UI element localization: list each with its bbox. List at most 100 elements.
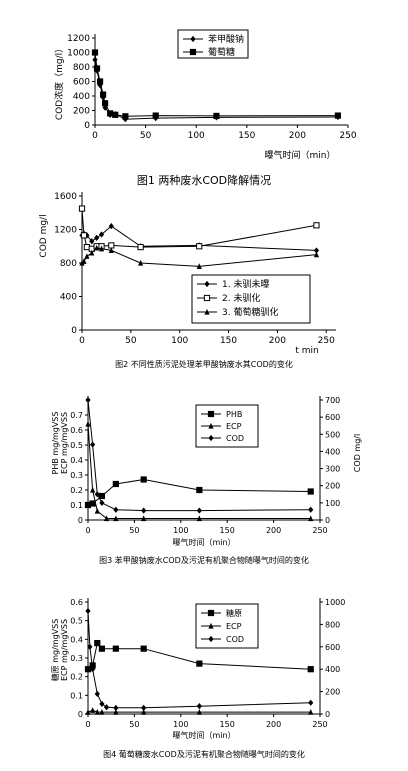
fig1-x-tick-label: 0 — [92, 131, 98, 141]
fig3-series-3-point — [141, 507, 147, 514]
fig4-series-3-point — [90, 666, 96, 673]
fig2-legend-marker-open — [203, 294, 211, 302]
fig1-y-tick-label: 400 — [73, 92, 90, 102]
fig3-y-tick-label: 0.2 — [70, 486, 83, 495]
fig3-series-2-point — [90, 486, 96, 493]
fig3-y2-tick-label: 500 — [325, 430, 340, 439]
fig3-legend-marker — [208, 422, 214, 429]
fig1-x-axis-label: 曝气时间（min） — [265, 149, 336, 161]
fig4-y2-tick-label: 200 — [325, 688, 340, 697]
fig2-series-1-point — [94, 234, 100, 241]
fig3-series-1-point — [196, 486, 203, 494]
fig1-series-2-point — [102, 100, 109, 107]
fig3-series-3-point — [99, 499, 105, 506]
fig2-series-3-point — [98, 245, 105, 252]
fig3-series-2-point — [141, 515, 147, 522]
fig3-legend-marker — [207, 410, 215, 418]
fig4-series-3-point — [99, 700, 105, 708]
fig3-legend-marker — [208, 434, 214, 442]
fig1-legend-marker — [190, 35, 196, 43]
fig3-series-1-point — [112, 480, 119, 488]
fig3-legend-label: ECP — [226, 422, 242, 431]
fig4-series-2-point — [94, 709, 100, 715]
fig2-series-3-point — [84, 253, 90, 259]
fig3-legend-label: COD — [226, 434, 244, 443]
fig4-legend-label: COD — [226, 635, 244, 644]
fig3-series-3-point — [113, 506, 119, 513]
fig1-x-tick-label: 50 — [140, 131, 152, 141]
fig4-y-tick-label: 0.3 — [70, 654, 83, 663]
fig3-y-tick-label: 0.7 — [70, 411, 83, 420]
fig1-series-2-point — [99, 91, 107, 98]
figure-2-caption: 图2 不同性质污泥处理苯甲酸钠废水其COD的变化 — [115, 360, 293, 369]
fig2-x-tick-label: 200 — [269, 336, 286, 346]
fig3-series-2-point — [103, 515, 110, 522]
fig4-x-tick-label: 100 — [173, 720, 188, 729]
fig1-y-tick-label: 600 — [73, 78, 90, 88]
fig3-y2-tick-label: 0 — [325, 516, 330, 525]
fig3-series-1-point — [89, 500, 96, 507]
fig2-legend-label: 1. 未驯未曝 — [222, 278, 269, 290]
figure-1-caption: 图1 两种废水COD降解情况 — [136, 174, 272, 187]
fig2-x-axis-label: t min — [295, 346, 318, 356]
fig3-series-2-line — [87, 423, 311, 519]
fig1-y-tick-label: 200 — [73, 107, 90, 117]
fig1-legend-marker — [189, 48, 197, 56]
fig2-y-tick-label: 1600 — [54, 192, 77, 202]
fig2-legend-marker — [204, 280, 210, 288]
fig2-series-3-point — [138, 259, 144, 266]
fig3-y2-tick-label: 700 — [325, 396, 340, 405]
fig2-series-2-point-open — [108, 242, 115, 249]
fig1-series-2-point — [93, 65, 101, 72]
fig4-x-tick-label: 200 — [266, 720, 281, 729]
fig4-series-3-line — [87, 610, 311, 709]
fig2-series-3-point — [81, 258, 87, 264]
fig3-y-tick-label: 0.4 — [70, 456, 83, 465]
fig3-y2-axis-label: COD mg/l — [353, 434, 362, 472]
fig3-series-2-point — [85, 420, 91, 427]
fig4-series-2-point — [99, 709, 105, 715]
fig3-y-tick-label: 0.5 — [70, 441, 83, 450]
fig4-y-tick-label: 0.2 — [70, 673, 83, 682]
fig4-x-tick-label: 50 — [129, 720, 139, 729]
fig1-y-tick-label: 1200 — [67, 34, 90, 44]
fig4-series-3-point — [94, 690, 100, 697]
fig2-series-3-point — [89, 249, 95, 256]
fig4-y2-tick-label: 600 — [325, 643, 340, 652]
figure-3-caption: 图3 苯甲酸钠废水COD及污泥有机聚合物随曝气时间的变化 — [99, 556, 309, 565]
fig2-x-tick-label: 150 — [220, 336, 237, 346]
fig4-y-tick-label: 0.5 — [70, 617, 83, 626]
fig4-series-2-point — [141, 709, 147, 715]
fig2-series-3-point — [94, 244, 100, 251]
fig2-y-tick-label: 1200 — [54, 226, 77, 236]
fig3-series-1-point — [307, 488, 314, 495]
fig4-series-1-point — [307, 666, 314, 673]
fig4-series-1-point — [112, 645, 119, 652]
fig3-y-axis-label: ECP mg/mgVSS — [60, 412, 69, 474]
fig2-series-3-point — [196, 263, 202, 269]
fig2-legend-box — [191, 274, 311, 324]
fig1-series-1-point — [92, 56, 98, 63]
fig1-series-2-point — [91, 49, 99, 56]
fig1-y-tick-label: 1000 — [67, 49, 90, 59]
fig4-series-3-point — [103, 704, 110, 711]
fig2-series-3-point — [313, 251, 320, 258]
figure-4-caption: 图4 葡萄糖废水COD及污泥有机聚合物随曝气时间的变化 — [103, 750, 305, 759]
fig3-x-tick-label: 0 — [85, 526, 90, 535]
fig3-y2-tick-label: 300 — [325, 465, 340, 474]
fig1-series-2-line — [94, 52, 338, 117]
fig1-series-2-point — [152, 112, 159, 119]
fig4-series-3-point — [85, 607, 91, 615]
fig1-x-tick-label: 200 — [289, 131, 306, 141]
fig4-series-1-point — [196, 660, 203, 667]
fig3-series-2-point — [308, 515, 314, 522]
fig2-x-tick-label: 50 — [125, 336, 137, 346]
fig2-x-tick-label: 250 — [318, 336, 335, 346]
fig4-x-tick-label: 150 — [220, 720, 235, 729]
fig4-y-tick-label: 0 — [78, 710, 83, 719]
fig4-y-tick-label: 0.4 — [70, 635, 83, 644]
fig4-series-1-point — [140, 645, 147, 652]
fig3-y-tick-label: 0.3 — [70, 471, 83, 480]
fig1-x-tick-label: 250 — [339, 131, 356, 141]
fig3-series-3-line — [87, 399, 311, 512]
